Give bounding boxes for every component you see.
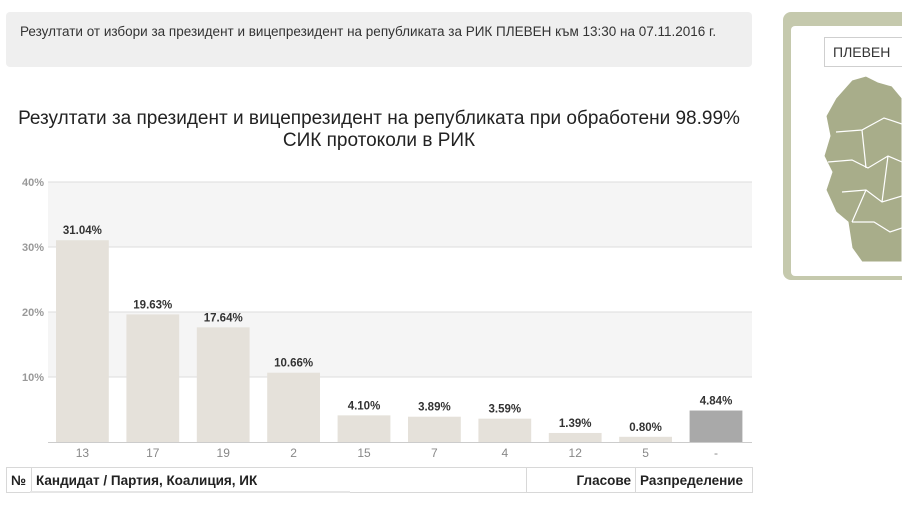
y-tick-label: 40% [22,177,44,189]
x-tick-label: 5 [642,446,649,460]
x-tick-label: 13 [76,446,90,460]
x-tick-label: 2 [290,446,297,460]
x-tick-label: 17 [146,446,160,460]
bar-data-label: 3.59% [488,404,521,416]
region-map[interactable] [822,72,902,262]
bar[interactable] [689,410,743,442]
header-number[interactable]: № [6,467,32,493]
bar[interactable] [126,314,180,442]
x-tick-label: 19 [217,446,231,460]
bar-data-label: 4.10% [348,400,381,412]
y-tick-label: 10% [22,372,44,384]
x-tick-label: 7 [431,446,438,460]
info-bar: Резултати от избори за президент и вицеп… [6,12,752,67]
bar-data-label: 0.80% [629,422,662,434]
results-table-header-row: № Кандидат / Партия, Коалиция, ИК Гласов… [6,467,753,493]
x-tick-label: 4 [501,446,508,460]
chart-title: Резултати за президент и вицепрезидент н… [18,108,740,151]
region-select-value: ПЛЕВЕН [833,44,891,60]
header-distribution[interactable]: Разпределение [635,467,753,493]
region-select[interactable]: ПЛЕВЕН [824,37,902,67]
results-table: № Кандидат / Партия, Коалиция, ИК Гласов… [6,467,753,493]
bar-data-label: 31.04% [63,225,102,237]
bar-data-label: 1.39% [559,418,592,430]
bar-data-label: 19.63% [133,299,172,311]
bar-data-label: 4.84% [700,396,733,408]
x-tick-label: 15 [357,446,371,460]
bar[interactable] [337,415,391,442]
bar-data-label: 17.64% [204,312,243,324]
bar[interactable] [56,240,109,442]
municipality-borders [827,117,902,233]
x-tick-label: 12 [569,446,583,460]
bar[interactable] [408,416,461,442]
results-bar-chart: 10% 20% 30% 40% 31.04% 13 19.63% 17 17.64% 19 10.6… [22,177,752,460]
bar[interactable] [619,436,672,442]
x-tick-label: - [714,446,718,460]
horizontal-scrollbar[interactable] [30,491,350,493]
y-tick-label: 20% [22,307,44,319]
info-bar-text: Резултати от избори за президент и вицеп… [20,24,717,39]
bar[interactable] [267,372,320,442]
grid-band [48,182,752,247]
y-tick-label: 30% [22,242,44,254]
region-map-shape[interactable] [823,75,902,262]
header-candidate[interactable]: Кандидат / Партия, Коалиция, ИК [31,467,527,493]
bar[interactable] [548,432,602,442]
bar[interactable] [196,327,250,442]
bar-data-label: 3.89% [418,402,451,414]
header-votes[interactable]: Гласове [526,467,636,493]
bar[interactable] [478,418,532,442]
bar-data-label: 10.66% [274,358,313,370]
